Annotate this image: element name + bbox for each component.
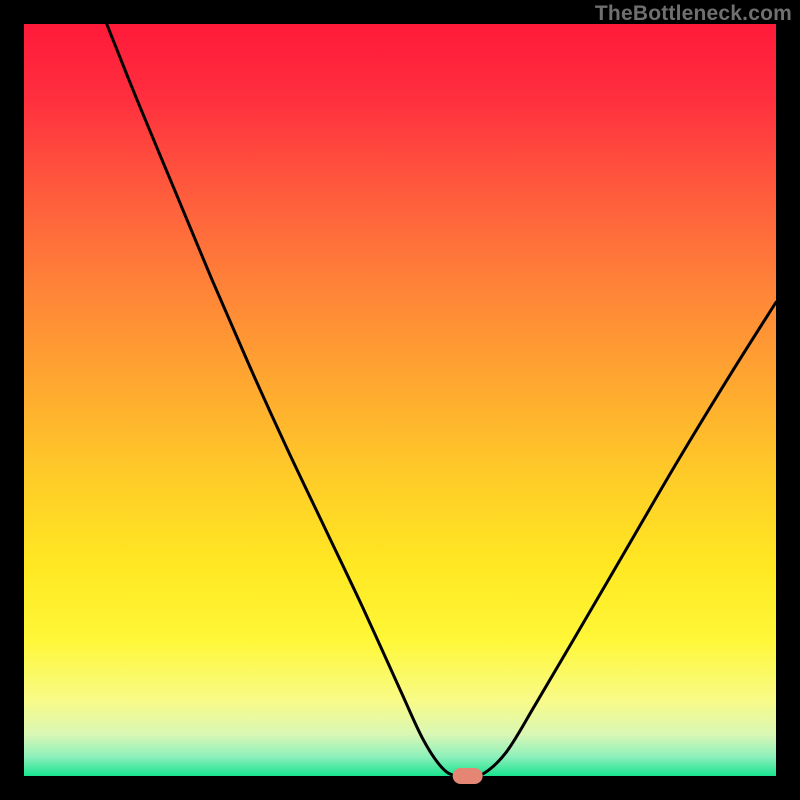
chart-plot-area [24, 24, 776, 776]
watermark-text: TheBottleneck.com [595, 2, 792, 26]
optimum-marker [453, 768, 483, 784]
